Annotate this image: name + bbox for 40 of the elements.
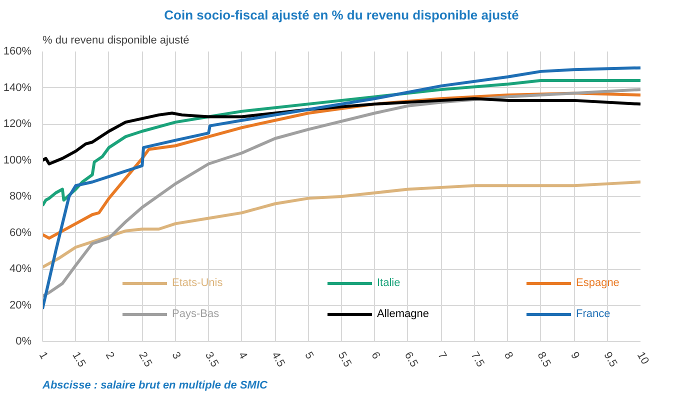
x-tick-label: 4 bbox=[236, 350, 250, 362]
y-tick-label: 160% bbox=[3, 46, 32, 58]
y-axis-title: % du revenu disponible ajusté bbox=[42, 34, 190, 46]
y-tick-label: 20% bbox=[9, 299, 32, 312]
x-tick-label: 9 bbox=[568, 350, 582, 362]
legend-label: Italie bbox=[377, 277, 400, 289]
x-tick-label: 9.5 bbox=[601, 350, 620, 370]
x-tick-label: 8.5 bbox=[534, 350, 553, 370]
text: Abscisse : salaire brut en multiple de SMIC bbox=[42, 380, 269, 392]
y-tick-label: 0% bbox=[16, 336, 32, 348]
x-tick-label: 8 bbox=[502, 350, 516, 362]
line-series bbox=[42, 180, 640, 269]
legend-label: Pays-Bas bbox=[172, 308, 220, 320]
y-tick-label: 60% bbox=[9, 226, 32, 239]
line-series bbox=[42, 79, 640, 208]
x-tick-label: 1 bbox=[36, 350, 50, 362]
x-tick-label: 4.5 bbox=[268, 350, 288, 370]
y-tick-label: 40% bbox=[9, 263, 32, 275]
x-tick-label: 2.5 bbox=[136, 350, 154, 370]
y-tick-label: 120% bbox=[3, 118, 32, 130]
x-tick-label: 6.5 bbox=[402, 350, 420, 370]
x-tick-label: 10 bbox=[634, 350, 651, 367]
y-tick-label: 80% bbox=[9, 190, 32, 202]
chart-title: Coin socio-fiscal ajusté en % du revenu disponible ajusté bbox=[164, 8, 519, 22]
line-series bbox=[42, 97, 640, 166]
x-tick-label: 7.5 bbox=[468, 350, 486, 370]
x-tick-label: 3 bbox=[169, 350, 183, 362]
y-tick-label: 140% bbox=[3, 82, 32, 94]
y-tick-label: 100% bbox=[3, 154, 32, 166]
x-tick-label: 3.5 bbox=[202, 350, 221, 370]
legend-label: France bbox=[576, 308, 610, 320]
legend-label: Espagne bbox=[576, 277, 620, 289]
legend-label: Allemagne bbox=[377, 308, 429, 320]
x-tick-label: 6 bbox=[368, 350, 382, 362]
x-tick-label: 2 bbox=[102, 350, 116, 362]
x-tick-label: 7 bbox=[435, 350, 449, 362]
x-tick-label: 5.5 bbox=[335, 350, 354, 370]
x-tick-label: 5 bbox=[302, 350, 316, 362]
legend-label: Etats-Unis bbox=[172, 277, 223, 289]
x-tick-label: 1.5 bbox=[70, 350, 88, 370]
